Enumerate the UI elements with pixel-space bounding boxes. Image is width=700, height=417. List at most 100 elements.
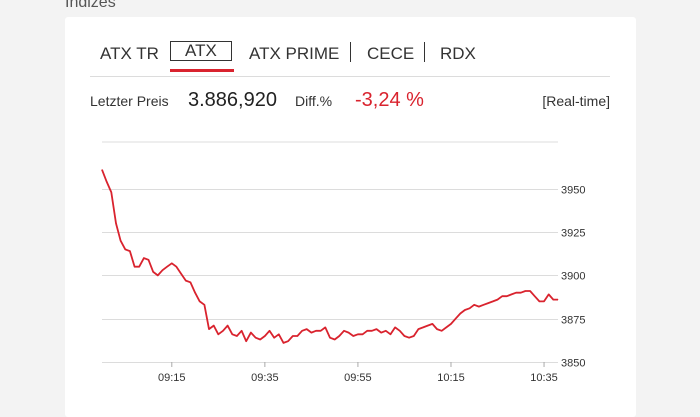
- data-point: [357, 333, 359, 335]
- data-point: [432, 323, 433, 325]
- data-point: [176, 266, 177, 268]
- data-point: [250, 332, 252, 333]
- quote-row: Letzter Preis 3.886,920 Diff.% -3,24 % […: [90, 88, 610, 114]
- data-point: [292, 335, 294, 337]
- x-tick-label: 09:55: [344, 372, 372, 384]
- data-point: [534, 295, 536, 297]
- data-point: [543, 301, 545, 302]
- data-point: [143, 257, 145, 259]
- data-point: [259, 339, 261, 340]
- data-point: [506, 295, 508, 297]
- data-point: [199, 301, 201, 302]
- data-point: [478, 306, 480, 307]
- data-point: [301, 330, 303, 332]
- data-point: [362, 333, 363, 335]
- data-point: [348, 332, 349, 333]
- data-point: [520, 292, 522, 294]
- data-point: [157, 275, 159, 276]
- data-point: [278, 333, 280, 335]
- data-point: [162, 269, 163, 271]
- index-card: [65, 17, 636, 417]
- data-point: [371, 330, 373, 332]
- data-point: [436, 328, 438, 330]
- diff-label: Diff.%: [295, 93, 333, 109]
- data-point: [385, 330, 387, 332]
- data-point: [166, 266, 168, 268]
- data-point: [227, 325, 229, 326]
- price-line: [101, 169, 558, 344]
- y-tick-label: 3950: [561, 185, 585, 197]
- data-point: [529, 290, 531, 292]
- data-point: [422, 327, 424, 328]
- data-point: [311, 332, 312, 333]
- tab-rdx[interactable]: RDX: [440, 44, 476, 63]
- data-point: [441, 330, 443, 332]
- tab-cece[interactable]: CECE: [367, 44, 415, 63]
- x-tick-label: 10:35: [530, 372, 558, 384]
- data-point: [287, 340, 289, 342]
- data-point: [343, 330, 345, 332]
- data-point: [208, 328, 210, 330]
- data-point: [557, 299, 559, 300]
- data-point: [129, 250, 131, 252]
- data-point: [138, 266, 140, 268]
- data-point: [180, 273, 182, 275]
- tab-atx-tr[interactable]: ATX TR: [100, 44, 159, 63]
- data-point: [399, 330, 401, 332]
- data-point: [194, 292, 196, 294]
- data-point: [152, 271, 154, 273]
- data-point: [418, 328, 419, 330]
- price-chart: 3850 3875 3900 3925 3950 09:15 09:35 09:55 10:15…: [101, 141, 585, 384]
- data-point: [459, 313, 461, 314]
- data-point: [366, 330, 368, 332]
- data-point: [515, 292, 517, 294]
- data-point: [492, 301, 494, 302]
- last-price-label: Letzter Preis: [90, 93, 169, 109]
- data-point: [497, 299, 498, 300]
- index-tabs: ATX TR ATX ATX PRIME CECE RDX: [90, 36, 610, 77]
- data-point: [487, 302, 489, 304]
- data-point: [404, 335, 405, 337]
- data-point: [539, 301, 540, 302]
- data-point: [315, 330, 317, 332]
- data-point: [548, 294, 550, 295]
- last-price-value: 3.886,920: [188, 89, 277, 111]
- data-point: [245, 340, 247, 342]
- data-point: [394, 327, 396, 328]
- data-point: [445, 327, 447, 328]
- data-point: [148, 259, 149, 261]
- data-point: [171, 262, 173, 264]
- y-tick-label: 3875: [561, 315, 585, 327]
- data-point: [101, 169, 103, 171]
- tab-atx[interactable]: ATX: [170, 41, 232, 61]
- data-point: [338, 335, 340, 337]
- data-point: [552, 299, 554, 300]
- data-point: [334, 339, 336, 340]
- x-tick-label: 10:15: [437, 372, 465, 384]
- data-point: [483, 304, 484, 306]
- data-point: [329, 337, 331, 339]
- tab-divider: [350, 42, 351, 62]
- data-point: [408, 337, 410, 339]
- data-point: [185, 280, 187, 281]
- y-tick-label: 3900: [561, 271, 585, 283]
- data-point: [455, 318, 456, 320]
- data-point: [134, 266, 136, 268]
- data-point: [255, 337, 256, 339]
- y-tick-label: 3925: [561, 228, 585, 240]
- realtime-label: [Real-time]: [542, 93, 610, 109]
- data-point: [324, 327, 326, 328]
- data-point: [217, 333, 219, 335]
- data-point: [213, 325, 215, 326]
- data-point: [297, 335, 298, 337]
- tab-atx-prime[interactable]: ATX PRIME: [249, 44, 340, 63]
- data-point: [352, 335, 354, 337]
- data-point: [511, 294, 512, 295]
- data-point: [222, 330, 224, 332]
- data-point: [120, 240, 121, 242]
- x-tick-label: 09:15: [158, 372, 186, 384]
- data-point: [464, 309, 466, 311]
- data-point: [241, 330, 243, 332]
- data-point: [269, 330, 270, 332]
- section-title: Indizes: [65, 0, 116, 11]
